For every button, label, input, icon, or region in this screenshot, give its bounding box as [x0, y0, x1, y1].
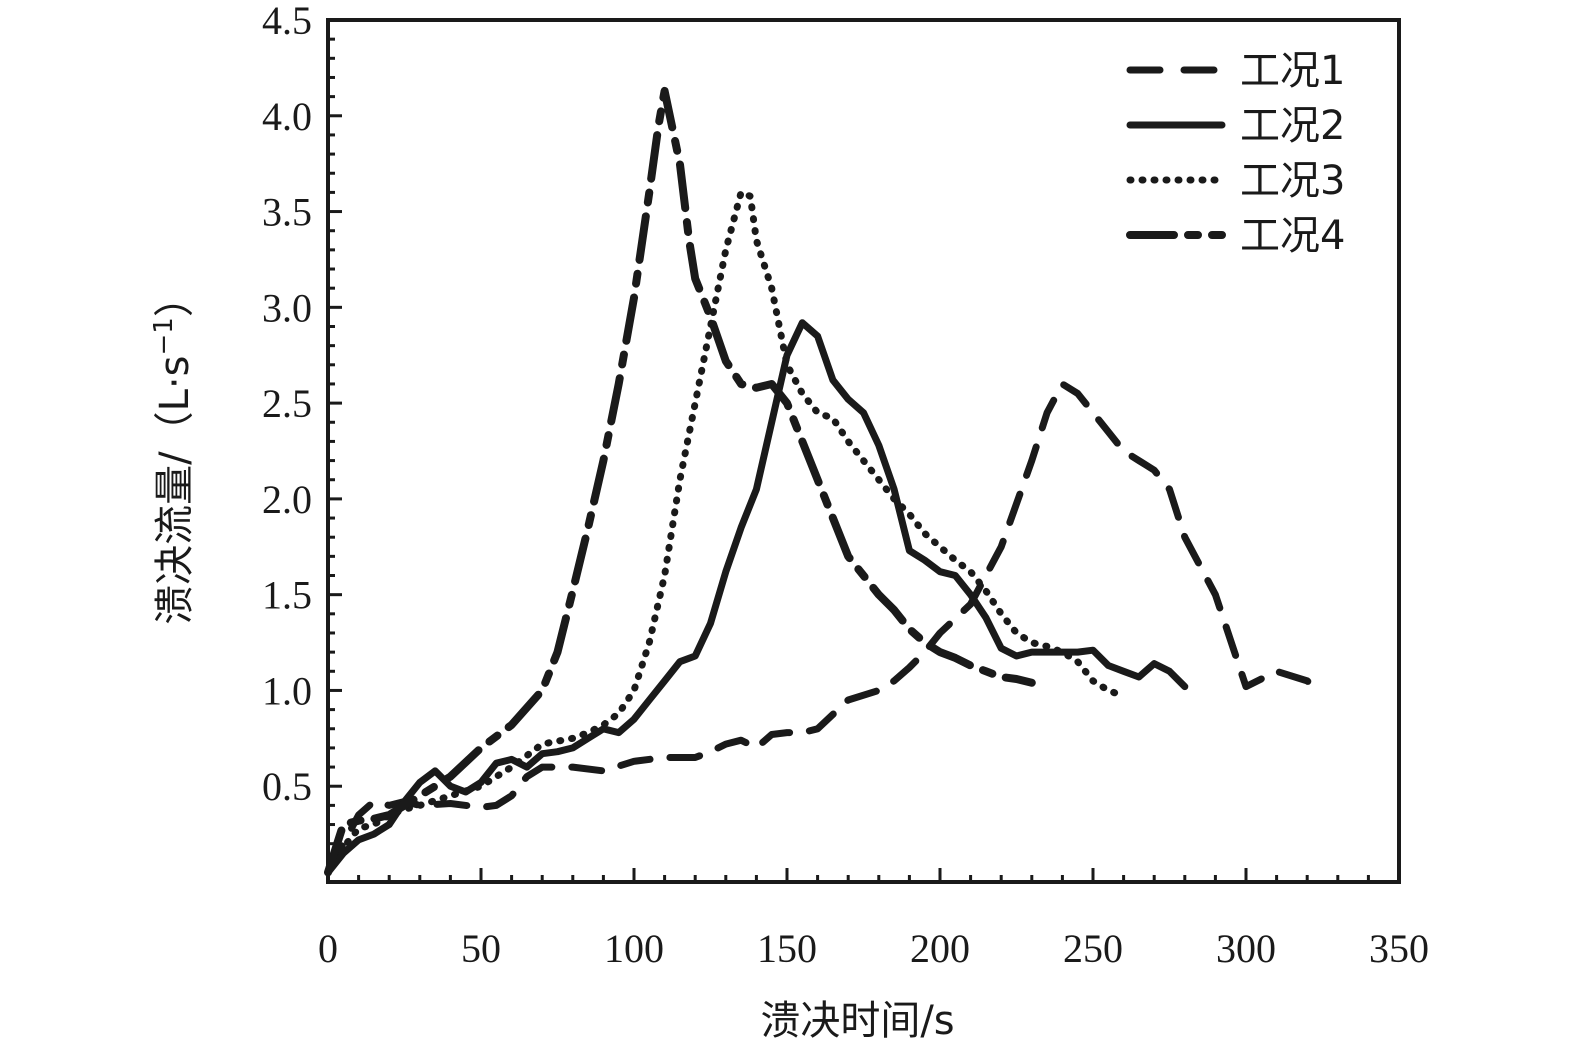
series-line-3: [324, 188, 1128, 876]
y-axis-title-main: 溃决流量/（L·s: [152, 356, 198, 625]
x-tick-label: 250: [1063, 926, 1123, 971]
plot-area: [324, 86, 1326, 877]
legend-label-4: 工况4: [1240, 213, 1345, 259]
y-tick-label: 2.5: [262, 381, 312, 426]
axes: [326, 18, 1401, 884]
y-tick-label: 3.0: [262, 285, 312, 330]
tick-labels: 0 50 100 150 200 250 300 350 0.5 1.0 1.5 2.0 2.5 3.0 3…: [262, 0, 1429, 971]
axes-frame: [326, 18, 1401, 884]
x-tick-label: 100: [604, 926, 664, 971]
y-tick-label: 1.0: [262, 668, 312, 713]
x-tick-label: 300: [1216, 926, 1276, 971]
x-tick-label: 350: [1369, 926, 1429, 971]
y-tick-label: 0.5: [262, 764, 312, 809]
x-axis-title: 溃决时间/s: [760, 998, 954, 1044]
series-line-1: [324, 380, 1326, 876]
x-tick-label: 200: [910, 926, 970, 971]
x-tick-label: 0: [318, 926, 338, 971]
legend-label-3: 工况3: [1240, 158, 1345, 204]
series-line-2: [324, 319, 1189, 876]
series-line-4: [324, 86, 1036, 877]
y-tick-label: 3.5: [262, 190, 312, 235]
y-tick-label: 4.0: [262, 94, 312, 139]
legend-label-1: 工况1: [1240, 48, 1345, 94]
y-axis-title: 溃决流量/（L·s−1）: [149, 277, 198, 625]
x-tick-label: 150: [757, 926, 817, 971]
y-axis-title-close: ）: [152, 277, 198, 317]
y-axis-title-superscript: −1: [149, 317, 179, 355]
y-tick-label: 1.5: [262, 573, 312, 618]
legend-label-2: 工况2: [1240, 103, 1345, 149]
y-tick-label: 4.5: [262, 0, 312, 43]
x-tick-label: 50: [461, 926, 501, 971]
y-tick-label: 2.0: [262, 477, 312, 522]
legend: 工况1 工况2 工况3 工况4: [1126, 48, 1345, 259]
